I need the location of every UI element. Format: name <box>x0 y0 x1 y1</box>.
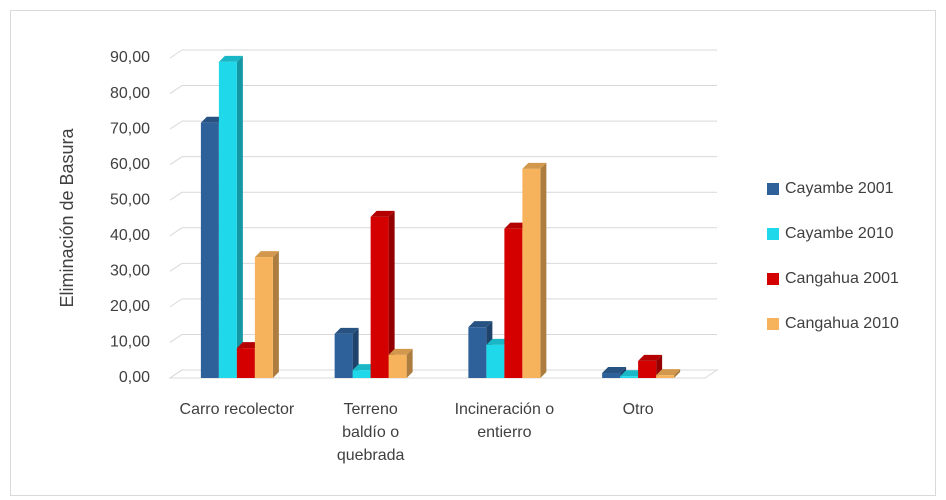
y-tick-label: 10,00 <box>110 334 150 351</box>
legend-swatch <box>767 228 779 240</box>
bar-front <box>218 61 237 379</box>
legend-label: Cangahua 2001 <box>785 270 899 287</box>
bar-front <box>370 216 389 378</box>
bar-front <box>200 122 219 378</box>
legend-label: Cayambe 2010 <box>785 225 894 242</box>
grid-line-side <box>169 156 183 166</box>
bar-top <box>638 354 663 361</box>
bar <box>388 348 413 378</box>
grid-line-side <box>169 49 183 59</box>
bar-front <box>468 327 487 378</box>
bar <box>218 55 243 379</box>
legend-swatch <box>767 183 779 195</box>
legend-swatch <box>767 273 779 285</box>
chart-border <box>10 10 936 496</box>
grid-line-side <box>169 298 183 308</box>
bar-front <box>504 228 523 378</box>
legend-swatch <box>767 318 779 330</box>
grid-line-side <box>169 120 183 130</box>
y-tick-label: 30,00 <box>110 263 150 280</box>
y-axis-label: Eliminación de Basura <box>57 127 77 307</box>
bar-side <box>406 348 413 378</box>
y-tick-label: 80,00 <box>110 85 150 102</box>
bar-top <box>468 321 493 328</box>
bar <box>370 210 395 378</box>
bar-front <box>334 333 353 378</box>
bar-side <box>388 210 395 378</box>
x-tick-label: Carro recolector <box>179 401 295 418</box>
bar-front <box>254 257 273 378</box>
bar <box>254 251 279 378</box>
bar-top <box>254 251 279 258</box>
x-tick-label: Terreno baldío o quebrada <box>336 401 405 464</box>
grid-line-side <box>169 85 183 94</box>
bar-side <box>352 327 359 378</box>
bar-top <box>218 55 243 62</box>
bar-top <box>370 210 395 217</box>
bar-side <box>236 55 243 379</box>
bar-side <box>272 251 279 378</box>
y-tick-label: 40,00 <box>110 227 150 244</box>
bar-top <box>602 367 627 374</box>
bar <box>522 162 547 378</box>
bar-top <box>334 327 359 334</box>
x-tick-label: Otro <box>622 401 654 418</box>
grid-line-side <box>169 334 183 343</box>
bar-front <box>620 376 639 378</box>
bar-front <box>352 370 371 378</box>
y-tick-label: 50,00 <box>110 191 150 208</box>
y-tick-label: 90,00 <box>110 49 150 66</box>
bar-front <box>236 348 255 378</box>
y-tick-label: 20,00 <box>110 298 150 315</box>
bar-front <box>486 344 505 378</box>
bar-front <box>522 168 541 378</box>
bar-front <box>638 360 657 378</box>
bar <box>334 327 359 378</box>
bar-side <box>674 369 681 378</box>
legend-label: Cangahua 2010 <box>785 315 899 332</box>
bar-front <box>388 354 407 378</box>
legend-label: Cayambe 2001 <box>785 180 894 197</box>
bar-top <box>388 348 413 355</box>
y-tick-label: 0,00 <box>119 369 150 386</box>
bar-side <box>540 162 547 378</box>
y-tick-label: 70,00 <box>110 120 150 137</box>
bar-front <box>656 375 675 378</box>
grid-line-side <box>169 227 183 237</box>
bar <box>638 354 663 378</box>
grid-line-side <box>169 191 183 201</box>
bar-top <box>522 162 547 169</box>
y-tick-label: 60,00 <box>110 156 150 173</box>
bar-top <box>656 369 681 376</box>
x-tick-label: Incineración o entierro <box>454 401 555 441</box>
bar-front <box>602 373 621 378</box>
grid-line-side <box>169 262 183 272</box>
bar <box>656 369 681 378</box>
